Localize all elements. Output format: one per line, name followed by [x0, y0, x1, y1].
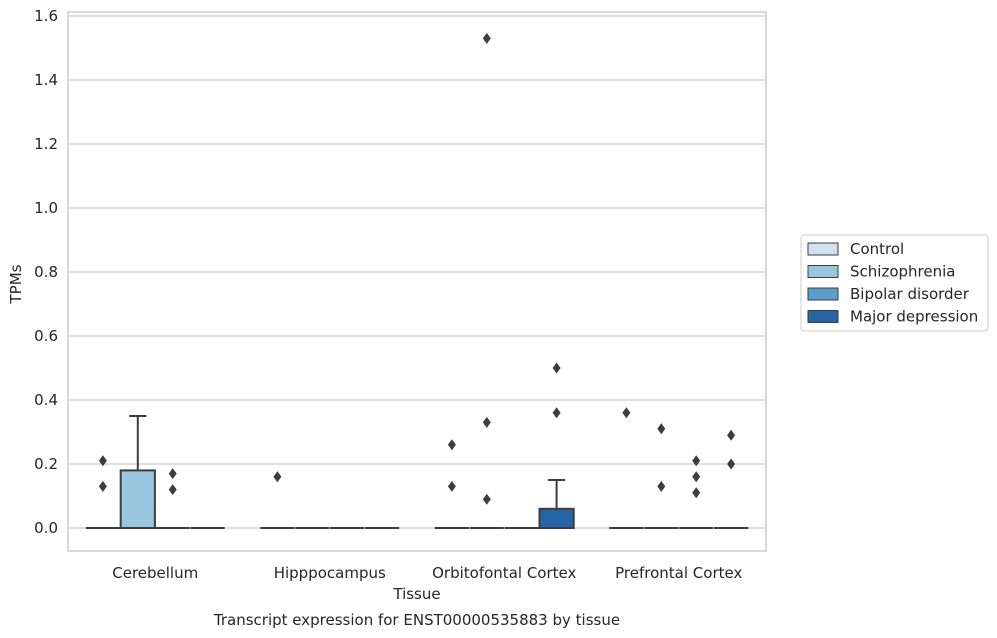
outlier-point — [447, 480, 456, 492]
legend-label: Major depression — [850, 308, 978, 326]
box — [538, 507, 575, 529]
outlier-point — [622, 407, 631, 419]
box — [119, 469, 156, 529]
legend-swatch — [807, 287, 839, 301]
legend-swatch — [807, 310, 839, 323]
outlier-point — [552, 407, 561, 419]
chart-caption: Transcript expression for ENST0000053588… — [213, 611, 620, 629]
x-axis-title: Tissue — [392, 585, 440, 603]
outlier-point — [273, 471, 282, 483]
y-tick-label: 0.0 — [34, 519, 58, 537]
outlier-point — [692, 455, 701, 467]
x-tick-label: Orbitofontal Cortex — [432, 564, 576, 582]
x-tick-label: Cerebellum — [112, 564, 198, 582]
y-axis-title: TPMs — [7, 264, 25, 304]
outlier-point — [482, 416, 491, 428]
legend-label: Control — [850, 240, 904, 258]
legend-swatch — [807, 265, 839, 278]
y-tick-label: 1.4 — [34, 71, 58, 89]
outlier-point — [98, 480, 107, 492]
legend: Control Schizophrenia Bipolar disorder Majo… — [800, 234, 989, 332]
outlier-point — [168, 468, 177, 480]
legend-swatch — [807, 242, 839, 256]
axes: 0.0 0.2 0.4 0.6 0.8 1.0 1.2 1.4 1.6 Cerebellum Hip… — [34, 7, 767, 582]
legend-frame — [800, 234, 989, 332]
y-tick-label: 0.6 — [34, 327, 58, 345]
outlier-point — [727, 458, 736, 470]
outlier-point — [727, 429, 736, 441]
outlier-point — [168, 484, 177, 496]
x-tick-label: Prefrontal Cortex — [615, 564, 742, 582]
outlier-point — [657, 423, 666, 435]
outlier-point — [552, 362, 561, 374]
x-tick-label: Hipppocampus — [274, 564, 386, 582]
legend-label: Bipolar disorder — [850, 285, 970, 303]
y-tick-label: 0.4 — [34, 391, 58, 409]
outlier-point — [692, 471, 701, 483]
plot-frame — [67, 11, 767, 552]
y-tick-label: 1.2 — [34, 135, 58, 153]
outlier-point — [98, 455, 107, 467]
y-tick-label: 0.8 — [34, 263, 58, 281]
legend-label: Schizophrenia — [850, 263, 955, 281]
outlier-point — [482, 493, 491, 505]
outlier-point — [692, 487, 701, 499]
y-tick-label: 1.6 — [34, 7, 58, 25]
y-tick-label: 1.0 — [34, 199, 58, 217]
box-marks — [85, 32, 749, 529]
outlier-point — [447, 439, 456, 451]
outlier-point — [482, 32, 491, 44]
outlier-point — [657, 480, 666, 492]
y-tick-label: 0.2 — [34, 455, 58, 473]
